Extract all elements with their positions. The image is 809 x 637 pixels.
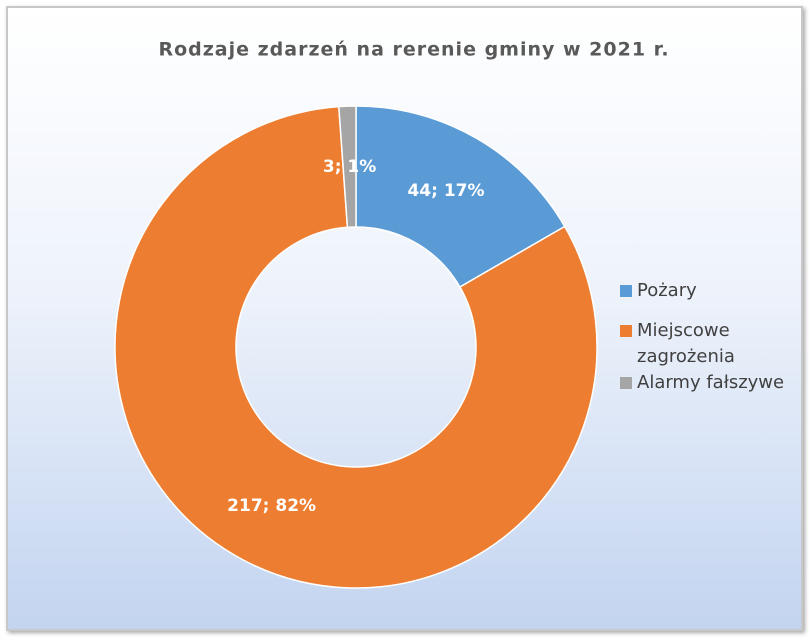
donut-segment (114, 105, 598, 589)
legend-label: Pożary (637, 280, 697, 301)
data-label: 3; 1% (323, 157, 376, 177)
donut-segment (338, 105, 357, 229)
legend-swatch (620, 285, 632, 297)
legend-item: Alarmy fałszywe (620, 370, 805, 396)
legend: Pożary Miejscowe zagrożenia Alarmy fałszyw… (620, 278, 805, 410)
legend-swatch (620, 377, 632, 389)
chart-title: Rodzaje zdarzeń na rerenie gminy w 2021 … (158, 39, 669, 61)
donut-segment (355, 105, 566, 289)
legend-label: Alarmy fałszywe (637, 372, 785, 393)
legend-label: Miejscowe zagrożenia (637, 320, 735, 367)
legend-swatch (620, 325, 632, 337)
legend-item: Miejscowe zagrożenia (620, 318, 805, 370)
data-label: 217; 82% (227, 496, 316, 516)
legend-item: Pożary (620, 278, 805, 304)
data-label: 44; 17% (407, 181, 484, 201)
